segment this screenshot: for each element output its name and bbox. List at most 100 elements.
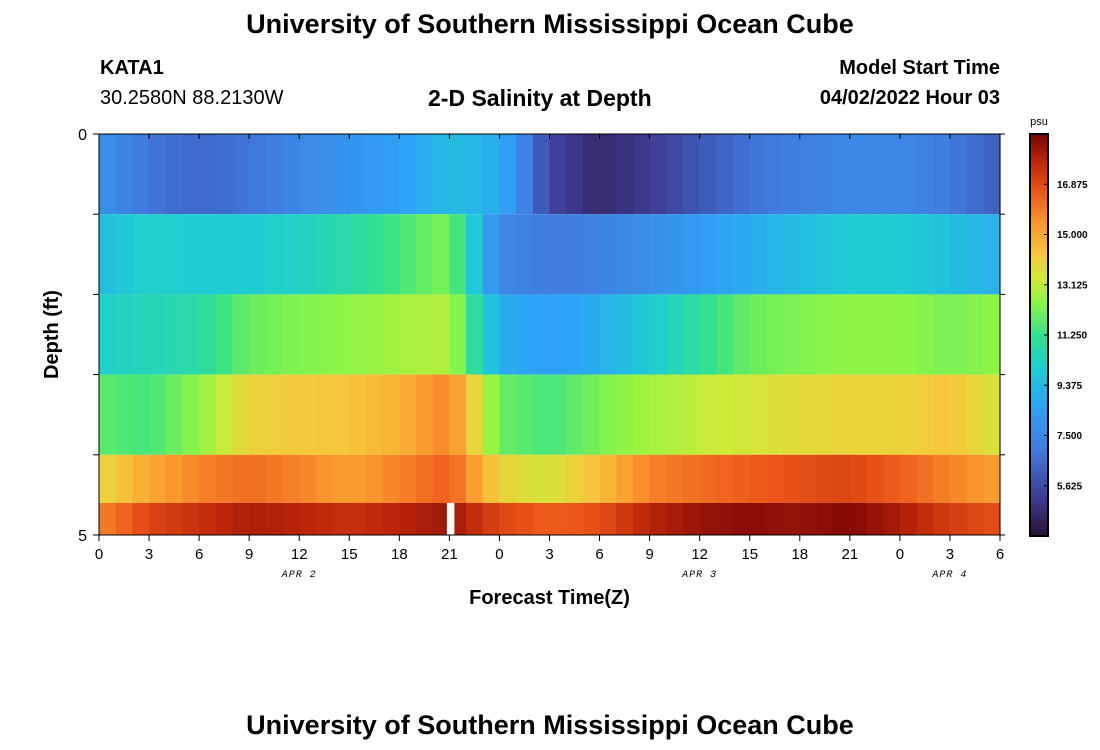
heatmap-cell — [849, 134, 868, 215]
x-tick-label: 12 — [291, 546, 308, 563]
heatmap-cell — [265, 454, 284, 503]
heatmap-cell — [783, 502, 801, 535]
heatmap-cell — [365, 374, 384, 455]
colorbar-segment — [1030, 370, 1048, 374]
heatmap-cell — [716, 214, 734, 295]
colorbar-segment — [1030, 156, 1048, 160]
x-tick-label: 3 — [545, 546, 553, 563]
colorbar-segment — [1030, 377, 1048, 381]
heatmap-cell — [749, 454, 768, 503]
x-tick-label: 15 — [341, 546, 358, 563]
heatmap-cell — [416, 454, 434, 503]
heatmap-cell — [232, 502, 250, 535]
heatmap-cell — [632, 294, 651, 375]
colorbar-segment — [1030, 149, 1048, 153]
heatmap-cell — [399, 454, 417, 503]
heatmap-cell — [432, 374, 450, 455]
heatmap-cell — [516, 374, 534, 455]
heatmap-cell — [549, 454, 567, 503]
heatmap-cell — [315, 502, 334, 535]
heatmap-cell — [165, 374, 184, 455]
heatmap-cell — [332, 374, 350, 455]
heatmap-cell — [799, 214, 818, 295]
heatmap-cell — [933, 294, 951, 375]
heatmap-cell — [482, 374, 501, 455]
heatmap-cell — [833, 502, 851, 535]
colorbar-segment — [1030, 199, 1048, 203]
colorbar-segment — [1030, 473, 1048, 477]
heatmap-cell — [265, 134, 284, 215]
colorbar-segment — [1030, 259, 1048, 263]
heatmap-cell — [549, 134, 567, 215]
heatmap-cell — [716, 502, 734, 535]
colorbar-segment — [1030, 453, 1048, 457]
heatmap-cell — [282, 502, 300, 535]
heatmap-cell — [682, 502, 701, 535]
heatmap-cell — [783, 454, 801, 503]
heatmap-cell — [716, 454, 734, 503]
x-tick-label: 0 — [495, 546, 503, 563]
colorbar-segment — [1030, 520, 1048, 525]
colorbar-segment — [1030, 302, 1048, 306]
colorbar-segment — [1030, 134, 1048, 138]
colorbar-segment — [1030, 247, 1048, 251]
heatmap-cell — [449, 374, 467, 455]
colorbar-segment — [1030, 407, 1048, 411]
heatmap-cell — [733, 214, 751, 295]
page-title: University of Southern Mississippi Ocean… — [246, 9, 854, 39]
heatmap-cell — [916, 294, 934, 375]
heatmap-cell — [966, 294, 984, 375]
heatmap-cell — [699, 454, 717, 503]
colorbar-segment — [1030, 307, 1048, 311]
heatmap-cell — [783, 374, 801, 455]
heatmap-cell — [499, 294, 517, 375]
heatmap-cell — [899, 454, 918, 503]
heatmap-cell — [165, 294, 184, 375]
colorbar-segment — [1030, 385, 1048, 389]
colorbar-segment — [1030, 164, 1048, 168]
heatmap-cell — [365, 214, 384, 295]
heatmap-cell — [682, 214, 701, 295]
colorbar: 16.875 15.000 13.125 11.250 9.375 7.500 5.625 p… — [1029, 116, 1088, 537]
colorbar-segment — [1030, 503, 1048, 507]
heatmap-cell — [265, 374, 284, 455]
heatmap-cell — [582, 374, 601, 455]
colorbar-segment — [1030, 244, 1048, 248]
heatmap-cell — [165, 134, 184, 215]
heatmap-cell — [616, 374, 634, 455]
colorbar-segment — [1030, 304, 1048, 308]
heatmap-cell — [599, 134, 617, 215]
colorbar-segment — [1030, 478, 1048, 482]
heatmap-cell — [282, 134, 300, 215]
colorbar-segment — [1030, 435, 1048, 439]
colorbar-segment — [1030, 448, 1048, 452]
colorbar-segment — [1030, 154, 1048, 158]
heatmap-cell — [215, 214, 234, 295]
heatmap-cell — [883, 294, 901, 375]
heatmap-cell — [332, 502, 350, 535]
colorbar-segment — [1030, 525, 1048, 530]
heatmap-cell — [983, 374, 1001, 455]
colorbar-segment — [1030, 468, 1048, 472]
heatmap-cell — [215, 502, 234, 535]
colorbar-segment — [1030, 365, 1048, 369]
heatmap-cell — [99, 502, 117, 535]
colorbar-segment — [1030, 269, 1048, 273]
colorbar-segment — [1030, 523, 1048, 527]
colorbar-segment — [1030, 201, 1048, 205]
heatmap-cell — [299, 374, 317, 455]
heatmap-cell — [933, 502, 951, 535]
heatmap-cell — [616, 134, 634, 215]
heatmap-cell — [916, 214, 934, 295]
heatmap-cell — [432, 502, 450, 535]
colorbar-segment — [1030, 224, 1048, 228]
colorbar-segment — [1030, 345, 1048, 349]
heatmap-cell — [199, 294, 217, 375]
colorbar-segment — [1030, 513, 1048, 517]
heatmap-cell — [733, 454, 751, 503]
heatmap-cell — [682, 134, 701, 215]
x-axis: 0 3 6 9 12 15 18 21 0 3 6 9 12 15 18 21 0 3 6 APR 2 APR 3 APR… — [95, 134, 1004, 581]
colorbar-segment — [1030, 405, 1048, 409]
heatmap-cell — [849, 294, 868, 375]
colorbar-segment — [1030, 495, 1048, 499]
